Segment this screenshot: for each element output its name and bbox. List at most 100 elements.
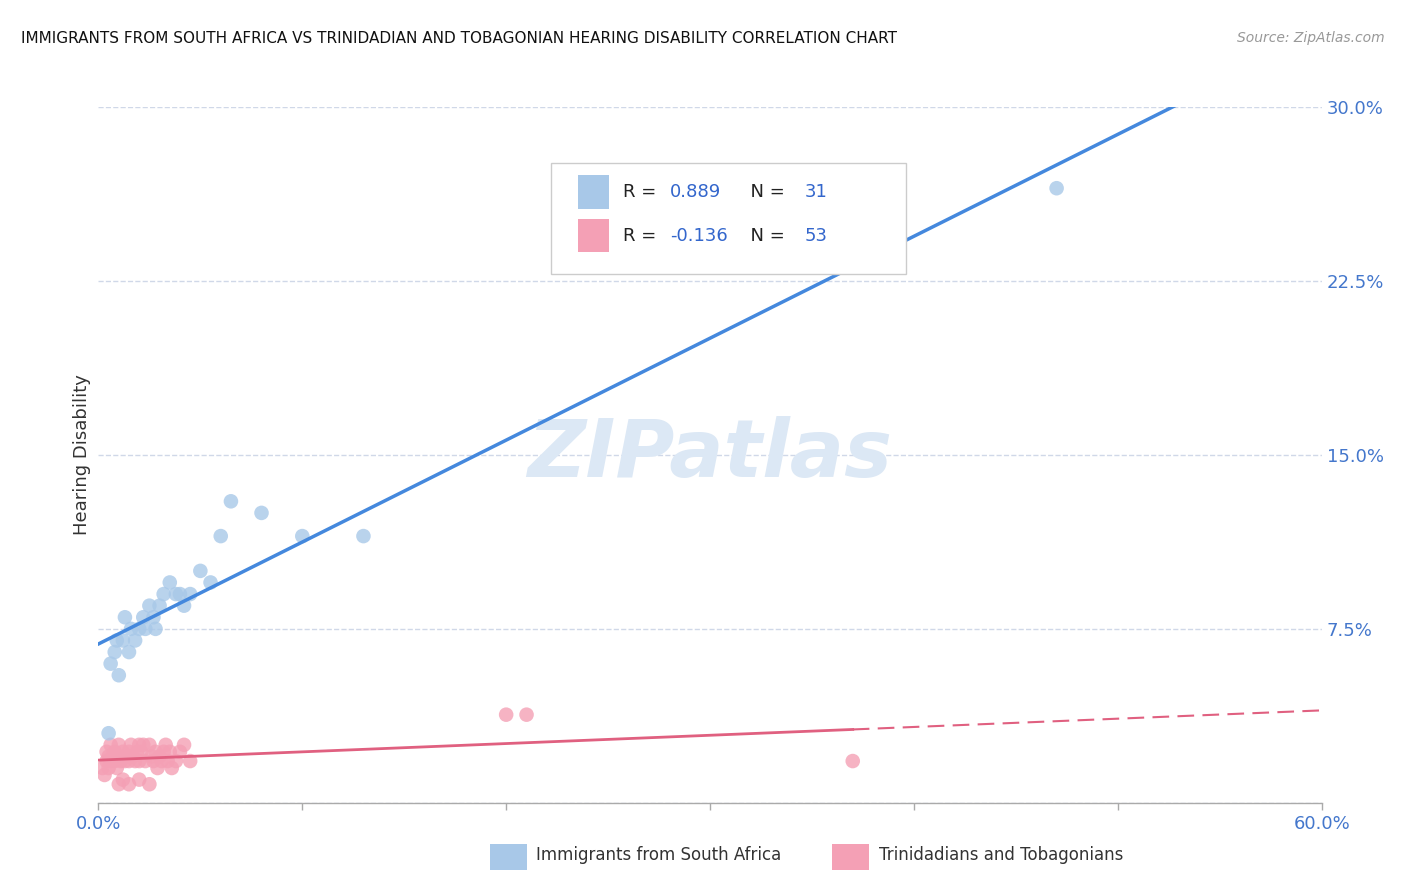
Point — [111, 633, 134, 648]
Text: R =: R = — [623, 227, 662, 244]
Text: 0.889: 0.889 — [669, 183, 721, 201]
Y-axis label: Hearing Disability: Hearing Disability — [73, 375, 91, 535]
Point — [152, 745, 174, 759]
Point — [114, 610, 136, 624]
Point — [97, 726, 120, 740]
Point — [155, 738, 177, 752]
Point — [165, 587, 187, 601]
Point — [841, 754, 863, 768]
Point — [173, 599, 195, 613]
Point — [127, 745, 149, 759]
Text: R =: R = — [623, 183, 662, 201]
Text: N =: N = — [740, 183, 792, 201]
Text: Immigrants from South Africa: Immigrants from South Africa — [536, 846, 782, 864]
Point — [110, 754, 132, 768]
Point — [108, 777, 131, 791]
Point — [100, 657, 122, 671]
Point — [96, 754, 118, 768]
Text: 31: 31 — [804, 183, 827, 201]
Point — [134, 754, 156, 768]
Point — [111, 745, 134, 759]
Point — [145, 622, 167, 636]
Point — [200, 575, 222, 590]
Text: N =: N = — [740, 227, 792, 244]
FancyBboxPatch shape — [551, 162, 905, 274]
Point — [93, 768, 115, 782]
Point — [134, 622, 156, 636]
Point — [108, 738, 131, 752]
Text: Trinidadians and Tobagonians: Trinidadians and Tobagonians — [879, 846, 1123, 864]
Point — [122, 749, 145, 764]
Point — [100, 738, 122, 752]
Point — [142, 754, 165, 768]
Point — [97, 761, 120, 775]
Point — [179, 587, 201, 601]
Point — [219, 494, 242, 508]
Text: IMMIGRANTS FROM SOUTH AFRICA VS TRINIDADIAN AND TOBAGONIAN HEARING DISABILITY CO: IMMIGRANTS FROM SOUTH AFRICA VS TRINIDAD… — [21, 31, 897, 46]
Point — [495, 707, 517, 722]
Point — [141, 749, 163, 764]
Point — [129, 745, 152, 759]
Point — [124, 633, 146, 648]
Text: -0.136: -0.136 — [669, 227, 727, 244]
Point — [128, 772, 150, 787]
Point — [91, 761, 114, 775]
Point — [352, 529, 374, 543]
Point — [101, 749, 124, 764]
Point — [138, 599, 160, 613]
Point — [145, 745, 167, 759]
Point — [173, 738, 195, 752]
Point — [160, 761, 183, 775]
FancyBboxPatch shape — [832, 844, 869, 871]
Point — [118, 745, 141, 759]
Point — [149, 599, 172, 613]
Text: Source: ZipAtlas.com: Source: ZipAtlas.com — [1237, 31, 1385, 45]
Point — [118, 645, 141, 659]
Point — [128, 738, 150, 752]
Point — [142, 610, 165, 624]
Point — [132, 738, 155, 752]
Text: ZIPatlas: ZIPatlas — [527, 416, 893, 494]
Point — [115, 749, 138, 764]
Point — [97, 749, 120, 764]
Point — [120, 622, 142, 636]
Point — [128, 754, 150, 768]
Point — [250, 506, 273, 520]
FancyBboxPatch shape — [578, 219, 609, 252]
Point — [159, 745, 181, 759]
Point — [138, 738, 160, 752]
Point — [104, 754, 127, 768]
Text: 53: 53 — [804, 227, 827, 244]
Point — [516, 707, 538, 722]
Point — [291, 529, 314, 543]
Point — [138, 777, 160, 791]
Point — [179, 754, 201, 768]
Point — [169, 745, 191, 759]
Point — [105, 761, 128, 775]
Point — [96, 745, 118, 759]
Point — [104, 645, 127, 659]
Point — [100, 754, 122, 768]
Point — [146, 761, 169, 775]
Point — [188, 564, 212, 578]
Point — [120, 738, 142, 752]
FancyBboxPatch shape — [489, 844, 526, 871]
Point — [118, 754, 141, 768]
Point — [150, 754, 173, 768]
Point — [108, 668, 131, 682]
Point — [165, 754, 187, 768]
Point — [105, 633, 128, 648]
Point — [108, 749, 131, 764]
Point — [118, 777, 141, 791]
Point — [124, 754, 146, 768]
Point — [132, 610, 155, 624]
Point — [128, 622, 150, 636]
Point — [1045, 181, 1069, 195]
Point — [169, 587, 191, 601]
Point — [104, 745, 127, 759]
Point — [152, 587, 174, 601]
Point — [156, 754, 179, 768]
Point — [149, 749, 172, 764]
Point — [159, 575, 181, 590]
Point — [114, 754, 136, 768]
